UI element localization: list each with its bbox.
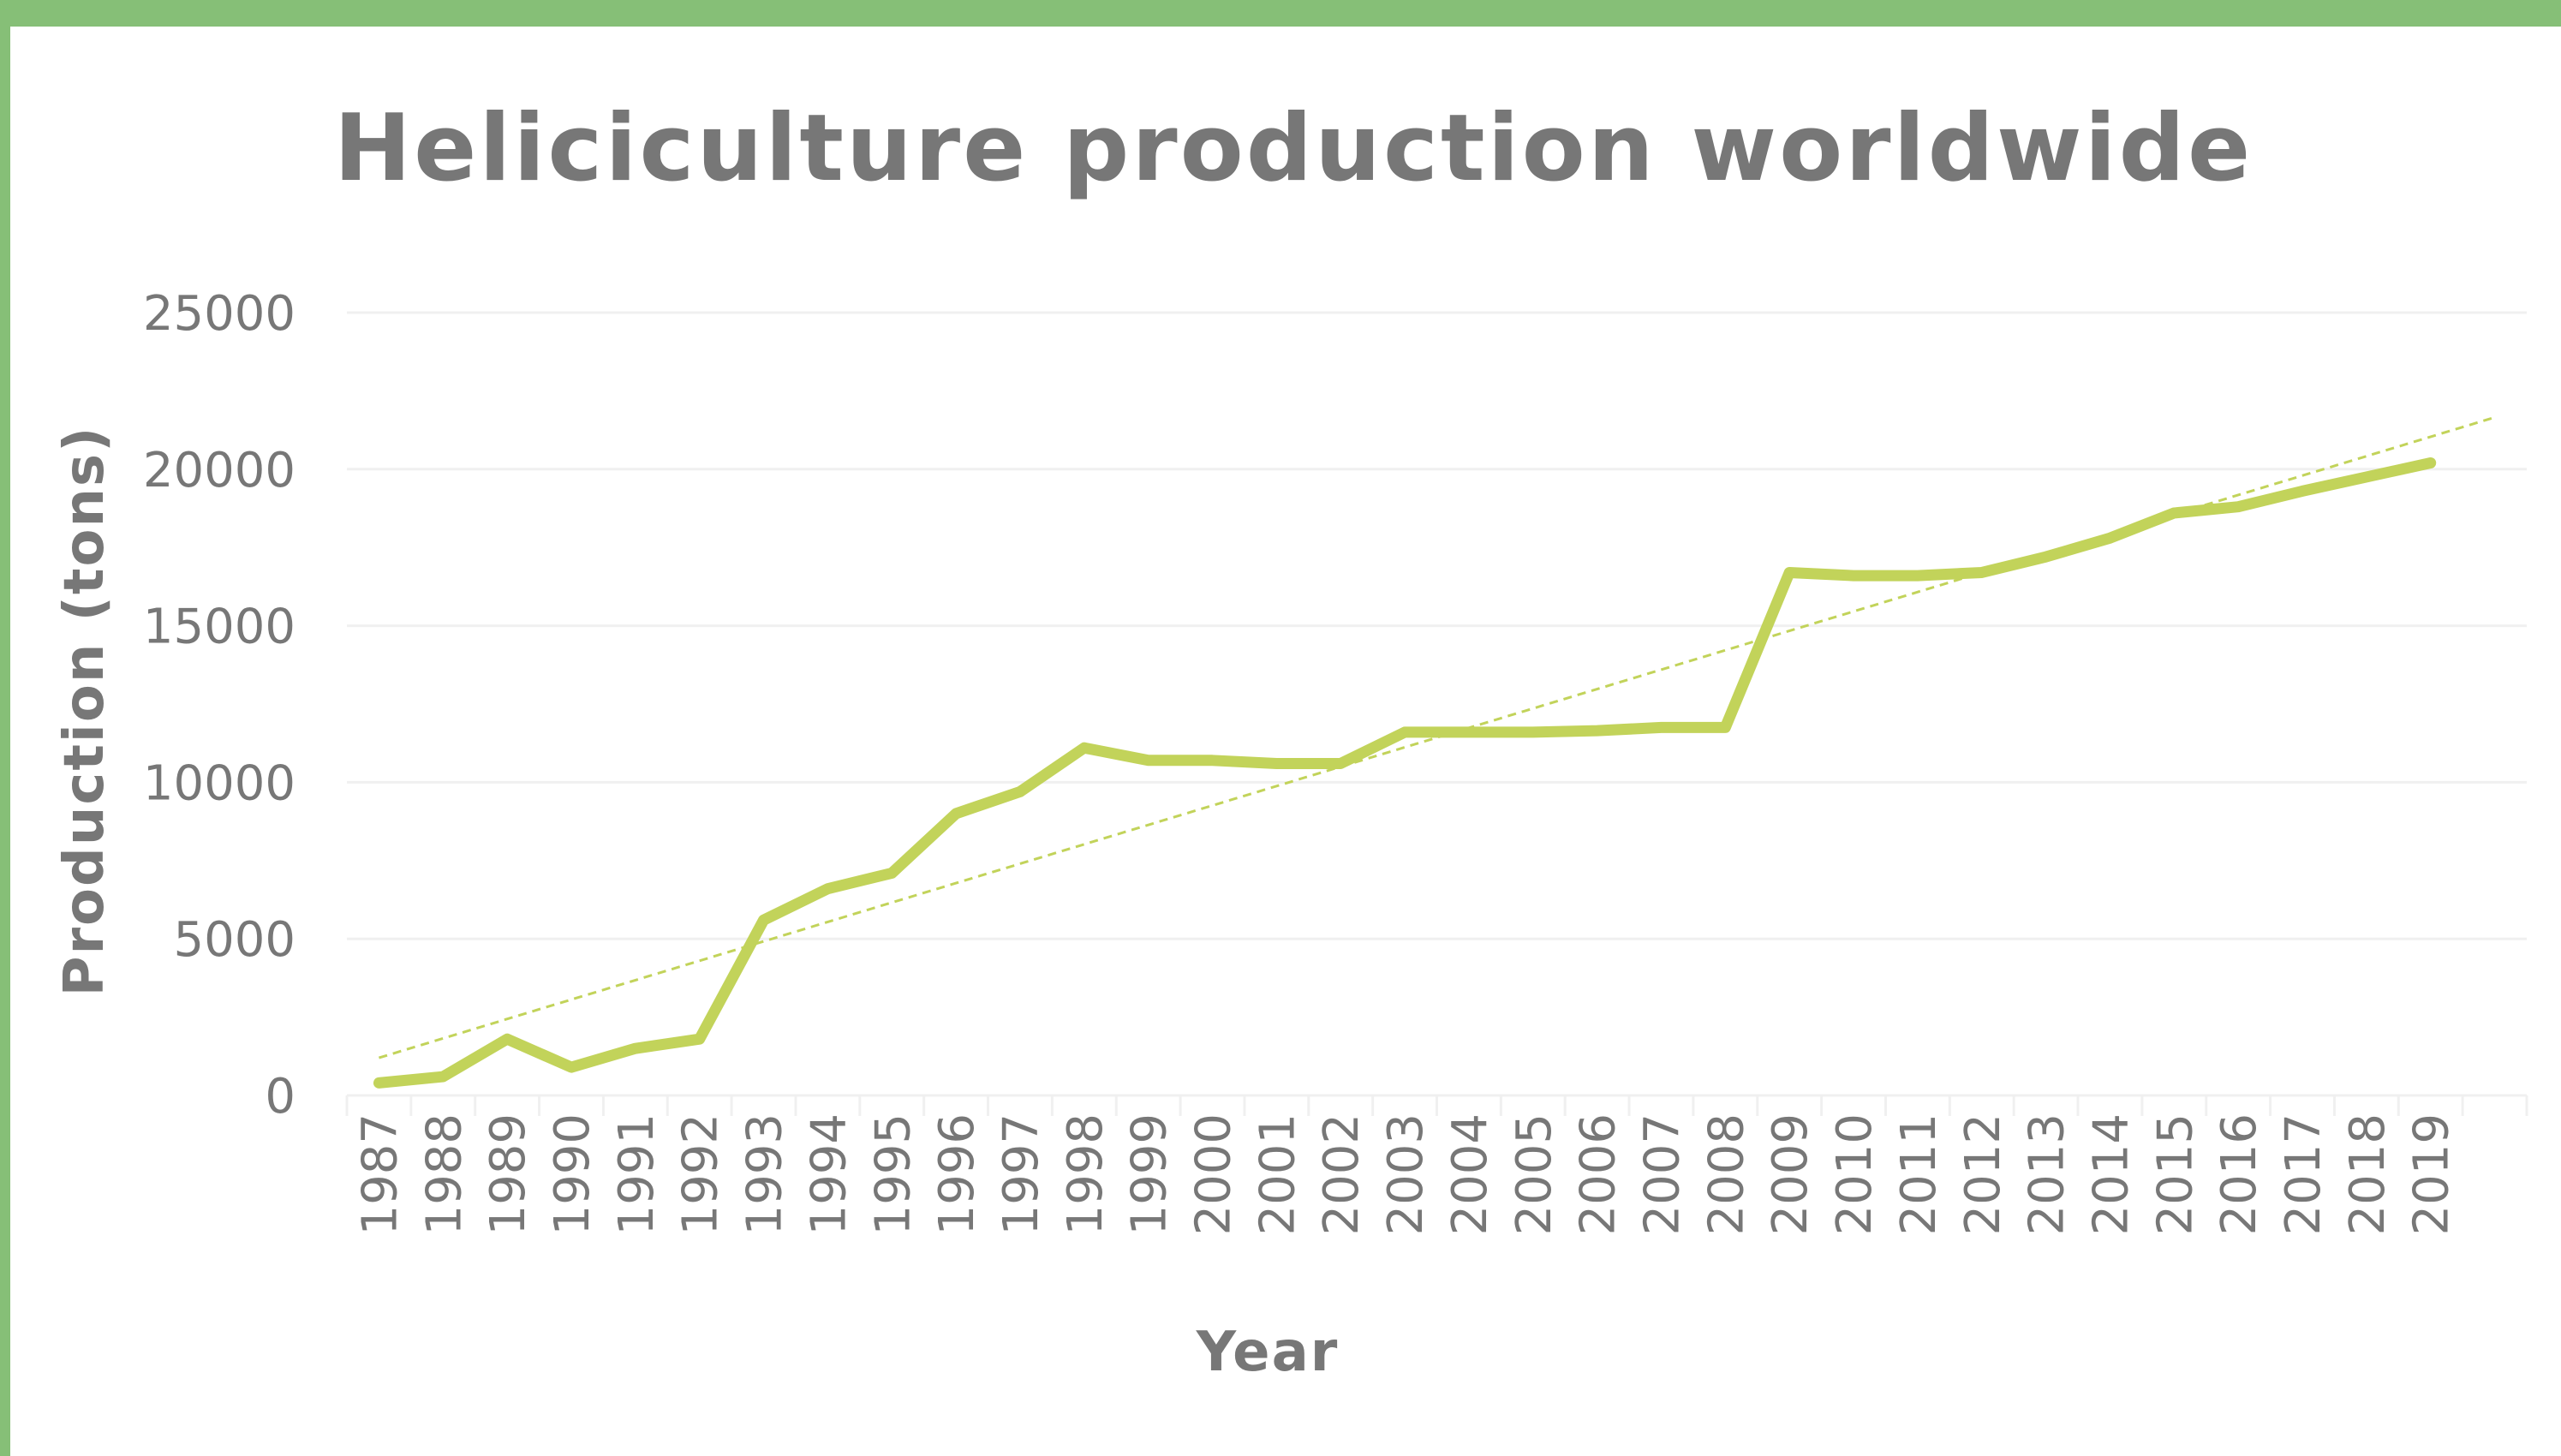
y-tick-label-0: 0: [265, 1069, 296, 1125]
data-point-1999: [1143, 755, 1154, 766]
chart-title: Heliciculture production worldwide: [334, 95, 2253, 202]
data-point-2009: [1784, 567, 1795, 578]
x-tick-label-1996: 1996: [929, 1113, 985, 1236]
data-point-2000: [1207, 755, 1218, 766]
data-point-2013: [2040, 552, 2051, 563]
data-point-2003: [1400, 726, 1411, 737]
data-point-2017: [2297, 486, 2308, 497]
x-tick-label-2003: 2003: [1378, 1113, 1434, 1236]
x-tick-label-2005: 2005: [1507, 1113, 1562, 1236]
x-tick-label-2006: 2006: [1571, 1113, 1627, 1236]
x-tick-label-2018: 2018: [2340, 1113, 2396, 1236]
x-tick-label-2012: 2012: [1955, 1113, 2011, 1236]
x-tick-label-1995: 1995: [865, 1113, 921, 1236]
data-point-2016: [2233, 501, 2244, 512]
data-point-2002: [1335, 758, 1346, 769]
x-tick-label-2013: 2013: [2020, 1113, 2075, 1236]
data-point-1989: [502, 1034, 513, 1045]
data-point-2012: [1976, 567, 1987, 578]
data-point-2006: [1591, 725, 1603, 737]
x-tick-label-1994: 1994: [801, 1113, 857, 1236]
top-border-bar: [0, 0, 2561, 27]
y-tick-label-25000: 25000: [143, 286, 296, 342]
gridlines: [347, 311, 2527, 1097]
y-tick-label-20000: 20000: [143, 443, 296, 498]
x-tick-label-1992: 1992: [673, 1113, 729, 1236]
data-point-2001: [1271, 758, 1282, 769]
x-tick-label-2010: 2010: [1827, 1113, 1883, 1236]
data-point-1997: [1014, 786, 1025, 797]
x-axis-ticks: [345, 1095, 2528, 1116]
y-axis-title: Production (tons): [53, 426, 116, 997]
x-tick-label-2016: 2016: [2212, 1113, 2267, 1236]
x-tick-label-2000: 2000: [1186, 1113, 1242, 1236]
data-point-2010: [1848, 570, 1860, 582]
x-tick-label-2007: 2007: [1634, 1113, 1690, 1236]
series-line-production: [373, 456, 2437, 1089]
x-tick-label-1997: 1997: [994, 1113, 1049, 1236]
data-point-1992: [694, 1034, 705, 1045]
data-point-2015: [2169, 507, 2180, 518]
data-point-2004: [1463, 726, 1474, 737]
data-point-1993: [758, 915, 769, 926]
x-tick-label-2014: 2014: [2083, 1113, 2139, 1236]
x-tick-label-1998: 1998: [1058, 1113, 1113, 1236]
x-axis-title: Year: [1196, 1321, 1340, 1384]
x-axis-tick-labels: 1987 1988 1989 1990 1991 1992 1993 1994 1995 1996…: [352, 1113, 2459, 1236]
x-tick-label-1990: 1990: [545, 1113, 600, 1236]
data-point-1991: [630, 1043, 641, 1054]
y-tick-label-10000: 10000: [143, 755, 296, 811]
x-tick-label-2009: 2009: [1763, 1113, 1818, 1236]
x-tick-label-1987: 1987: [352, 1113, 408, 1236]
x-tick-label-1988: 1988: [416, 1113, 472, 1236]
data-point-2005: [1527, 726, 1538, 737]
data-point-1988: [438, 1071, 449, 1083]
data-point-1990: [565, 1062, 576, 1073]
x-tick-label-1989: 1989: [481, 1113, 536, 1236]
x-tick-label-2015: 2015: [2147, 1113, 2203, 1236]
left-border-bar: [0, 0, 10, 1456]
x-tick-label-2017: 2017: [2276, 1113, 2331, 1236]
x-tick-label-1993: 1993: [737, 1113, 793, 1236]
data-point-1994: [822, 883, 833, 894]
x-tick-label-1999: 1999: [1122, 1113, 1178, 1236]
y-tick-label-15000: 15000: [143, 600, 296, 655]
data-point-2007: [1656, 722, 1667, 733]
x-tick-label-2004: 2004: [1442, 1113, 1498, 1236]
series-points: [373, 457, 2436, 1089]
x-tick-label-1991: 1991: [609, 1113, 665, 1236]
data-point-1995: [886, 868, 898, 879]
data-point-2014: [2104, 533, 2116, 544]
y-tick-label-5000: 5000: [173, 912, 296, 968]
data-point-2019: [2425, 457, 2436, 468]
data-point-1987: [373, 1077, 385, 1089]
data-point-2008: [1720, 722, 1731, 733]
data-point-1998: [1078, 743, 1089, 754]
x-tick-label-2019: 2019: [2404, 1113, 2460, 1236]
x-tick-label-2008: 2008: [1698, 1113, 1754, 1236]
data-point-2018: [2361, 471, 2372, 482]
y-axis-tick-labels: 0 5000 10000 15000 20000 25000: [143, 286, 296, 1125]
x-tick-label-2011: 2011: [1891, 1113, 1947, 1236]
data-point-2011: [1912, 570, 1923, 582]
data-point-1996: [951, 808, 962, 819]
x-tick-label-2001: 2001: [1250, 1113, 1305, 1236]
x-tick-label-2002: 2002: [1314, 1113, 1370, 1236]
